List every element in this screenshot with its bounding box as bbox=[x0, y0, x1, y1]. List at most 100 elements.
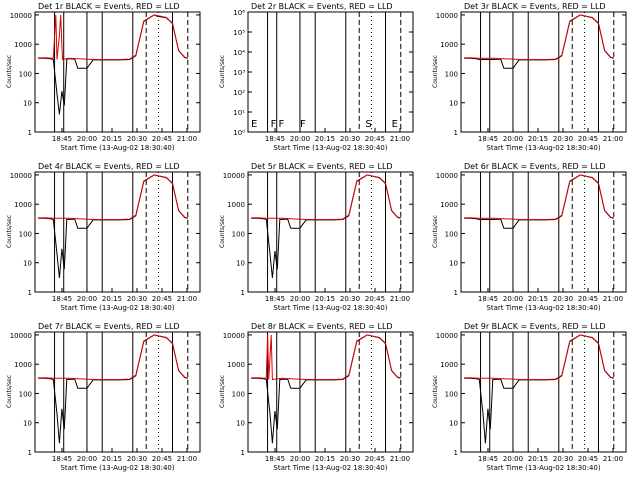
x-axis-label: Start Time (13-Aug-02 18:30:40) bbox=[273, 464, 387, 472]
series-events bbox=[38, 174, 188, 279]
series-lld bbox=[251, 174, 401, 220]
series-events bbox=[464, 174, 614, 229]
x-tick-label: 20:00 bbox=[290, 295, 310, 303]
plot-panel-3: Det 3r BLACK = Events, RED = LLD 1 10 100 10… bbox=[432, 2, 627, 152]
plot-title: Det 1r BLACK = Events, RED = LLD bbox=[38, 2, 180, 11]
x-axis-label: Start Time (13-Aug-02 18:30:40) bbox=[60, 304, 174, 312]
x-tick-label: 20:45 bbox=[152, 455, 172, 463]
y-tick-label: 10⁵ bbox=[233, 29, 245, 37]
y-axis-label: Counts/sec bbox=[219, 215, 226, 248]
y-axis-label: Counts/sec bbox=[6, 215, 13, 248]
series-lld bbox=[464, 14, 614, 60]
x-tick-label: 20:30 bbox=[340, 455, 360, 463]
y-tick-label: 1000 bbox=[440, 361, 458, 369]
series-lld bbox=[464, 334, 614, 380]
x-tick-label: 20:00 bbox=[503, 135, 523, 143]
y-tick-label: 10000 bbox=[436, 172, 458, 180]
x-tick-label: 18:45 bbox=[52, 295, 72, 303]
series-events bbox=[38, 334, 188, 444]
x-tick-label: 20:45 bbox=[365, 295, 385, 303]
x-tick-label: 20:15 bbox=[528, 295, 548, 303]
x-tick-label: 18:45 bbox=[265, 135, 285, 143]
series-events bbox=[38, 14, 188, 115]
y-axis-label: Counts/sec bbox=[432, 375, 439, 408]
x-axis-label: Start Time (13-Aug-02 18:30:40) bbox=[60, 464, 174, 472]
plot-panel-4: Det 4r BLACK = Events, RED = LLD 1 10 100 10… bbox=[6, 162, 201, 312]
series-events bbox=[464, 14, 614, 69]
y-tick-label: 1000 bbox=[14, 41, 32, 49]
y-tick-label: 100 bbox=[232, 230, 245, 238]
x-tick-label: 20:45 bbox=[152, 135, 172, 143]
x-tick-label: 18:45 bbox=[265, 455, 285, 463]
plot-title: Det 7r BLACK = Events, RED = LLD bbox=[38, 322, 180, 331]
y-tick-label: 1000 bbox=[14, 361, 32, 369]
x-tick-label: 20:30 bbox=[553, 135, 573, 143]
y-tick-label: 10 bbox=[449, 100, 458, 108]
series-lld bbox=[38, 14, 188, 61]
x-axis-label: Start Time (13-Aug-02 18:30:40) bbox=[486, 304, 600, 312]
series-events bbox=[251, 334, 401, 444]
x-axis-label: Start Time (13-Aug-02 18:30:40) bbox=[486, 144, 600, 152]
y-tick-label: 10 bbox=[236, 260, 245, 268]
series-events bbox=[464, 334, 614, 444]
marker-annotation: F bbox=[279, 119, 285, 130]
y-tick-label: 1 bbox=[241, 449, 245, 457]
x-tick-label: 21:00 bbox=[390, 135, 410, 143]
y-tick-label: 1000 bbox=[227, 361, 245, 369]
plot-title: Det 8r BLACK = Events, RED = LLD bbox=[251, 322, 393, 331]
y-tick-label: 10000 bbox=[10, 332, 32, 340]
x-tick-label: 20:45 bbox=[365, 455, 385, 463]
y-tick-label: 10³ bbox=[233, 69, 245, 77]
plot-frame bbox=[247, 171, 414, 293]
y-tick-label: 1000 bbox=[440, 41, 458, 49]
y-tick-label: 100 bbox=[445, 70, 458, 78]
y-tick-label: 1000 bbox=[440, 201, 458, 209]
series-lld bbox=[251, 334, 401, 381]
x-tick-label: 20:15 bbox=[315, 455, 335, 463]
y-axis-label: Counts/sec bbox=[432, 55, 439, 88]
x-tick-label: 21:00 bbox=[177, 135, 197, 143]
y-tick-label: 10000 bbox=[10, 172, 32, 180]
x-tick-label: 20:00 bbox=[77, 295, 97, 303]
y-axis-label: Counts/sec bbox=[432, 215, 439, 248]
x-tick-label: 20:30 bbox=[553, 455, 573, 463]
plot-title: Det 3r BLACK = Events, RED = LLD bbox=[464, 2, 606, 11]
x-tick-label: 21:00 bbox=[603, 135, 623, 143]
plot-frame bbox=[34, 11, 201, 133]
y-tick-label: 1000 bbox=[227, 201, 245, 209]
x-tick-label: 21:00 bbox=[177, 295, 197, 303]
x-tick-label: 21:00 bbox=[603, 455, 623, 463]
plot-title: Det 5r BLACK = Events, RED = LLD bbox=[251, 162, 393, 171]
x-tick-label: 20:45 bbox=[578, 455, 598, 463]
x-tick-label: 20:00 bbox=[290, 135, 310, 143]
series-lld bbox=[38, 174, 188, 220]
x-axis-label: Start Time (13-Aug-02 18:30:40) bbox=[273, 144, 387, 152]
plot-panel-8: Det 8r BLACK = Events, RED = LLD 1 10 100 10… bbox=[219, 322, 414, 472]
plot-panel-1: Det 1r BLACK = Events, RED = LLD 1 10 100 10… bbox=[6, 2, 201, 152]
plot-title: Det 9r BLACK = Events, RED = LLD bbox=[464, 322, 606, 331]
y-tick-label: 100 bbox=[232, 390, 245, 398]
y-tick-label: 100 bbox=[19, 70, 32, 78]
x-tick-label: 18:45 bbox=[478, 295, 498, 303]
x-tick-label: 20:15 bbox=[315, 135, 335, 143]
plot-panel-5: Det 5r BLACK = Events, RED = LLD 1 10 100 10… bbox=[219, 162, 414, 312]
y-tick-label: 1 bbox=[241, 289, 245, 297]
x-tick-label: 20:45 bbox=[578, 135, 598, 143]
x-tick-label: 20:15 bbox=[528, 455, 548, 463]
y-tick-label: 10 bbox=[23, 260, 32, 268]
y-tick-label: 1 bbox=[28, 289, 32, 297]
x-tick-label: 18:45 bbox=[478, 135, 498, 143]
series-lld bbox=[38, 334, 188, 380]
plot-frame bbox=[460, 11, 627, 133]
x-tick-label: 20:15 bbox=[315, 295, 335, 303]
plot-frame bbox=[460, 331, 627, 453]
y-tick-label: 10 bbox=[23, 100, 32, 108]
marker-annotation: E bbox=[251, 119, 257, 130]
x-tick-label: 20:45 bbox=[152, 295, 172, 303]
x-tick-label: 18:45 bbox=[265, 295, 285, 303]
marker-annotation: F bbox=[271, 119, 277, 130]
y-tick-label: 10 bbox=[449, 420, 458, 428]
y-tick-label: 10 bbox=[449, 260, 458, 268]
y-tick-label: 1 bbox=[454, 289, 458, 297]
plot-frame bbox=[247, 331, 414, 453]
